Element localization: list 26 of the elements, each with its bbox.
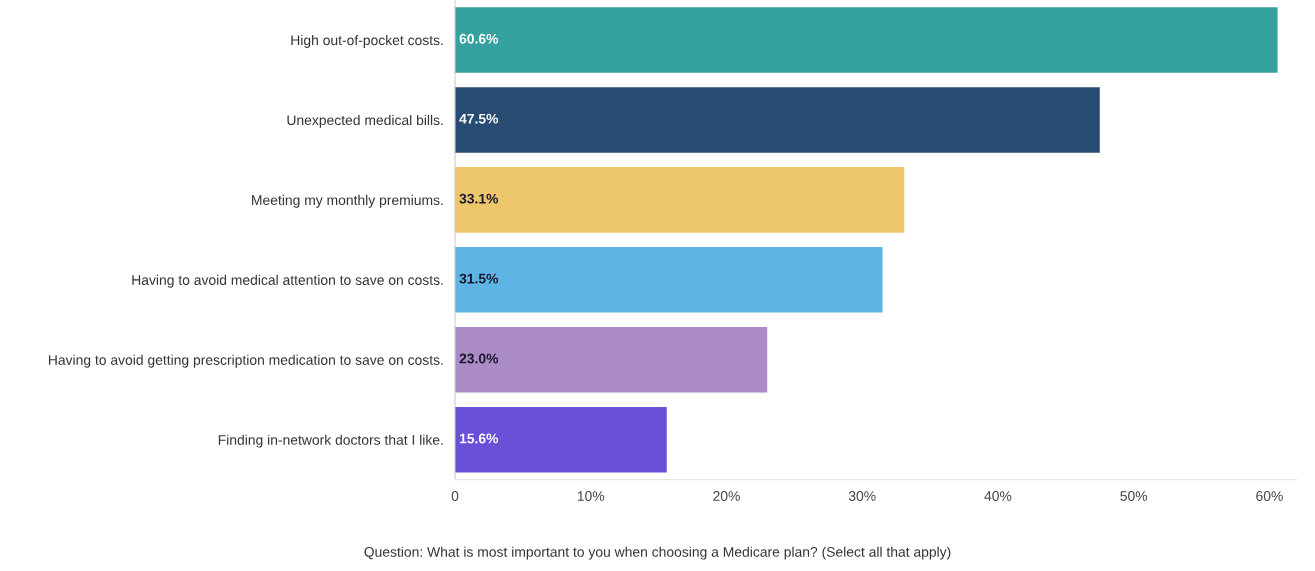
data-label: 15.6% — [459, 433, 499, 444]
y-tick-label: Meeting my monthly premiums. — [252, 194, 443, 208]
x-tick-label: 50% — [1120, 491, 1148, 501]
y-tick-label: Finding in-network doctors that I like. — [218, 434, 443, 448]
text: Question: What is most important to you when choosing a Medicare plan? (Select all that apply) — [364, 546, 951, 560]
data-label: 31.5% — [459, 273, 499, 284]
data-label: 23.0% — [459, 353, 499, 364]
bar — [454, 326, 768, 393]
bar — [454, 87, 1100, 153]
x-tick-label: 30% — [848, 491, 876, 501]
x-tick-label: 0 — [451, 491, 459, 501]
bar — [454, 167, 905, 233]
x-tick-label: 40% — [984, 491, 1012, 501]
bar — [454, 247, 883, 313]
data-label: 47.5% — [459, 113, 499, 124]
y-tick-label: Having to avoid getting prescription medication to save on costs. — [48, 354, 443, 368]
bar — [454, 7, 1278, 73]
y-tick-label: Unexpected medical bills. — [287, 114, 443, 128]
y-tick-label: Having to avoid medical attention to save on costs. — [132, 274, 443, 288]
x-tick-label: 60% — [1256, 491, 1283, 501]
x-tick-label: 20% — [713, 491, 740, 501]
x-tick-label: 10% — [577, 491, 605, 501]
data-label: 60.6% — [459, 33, 499, 44]
y-tick-label: High out-of-pocket costs. — [291, 34, 443, 48]
data-label: 33.1% — [459, 193, 499, 204]
bar — [454, 406, 667, 473]
